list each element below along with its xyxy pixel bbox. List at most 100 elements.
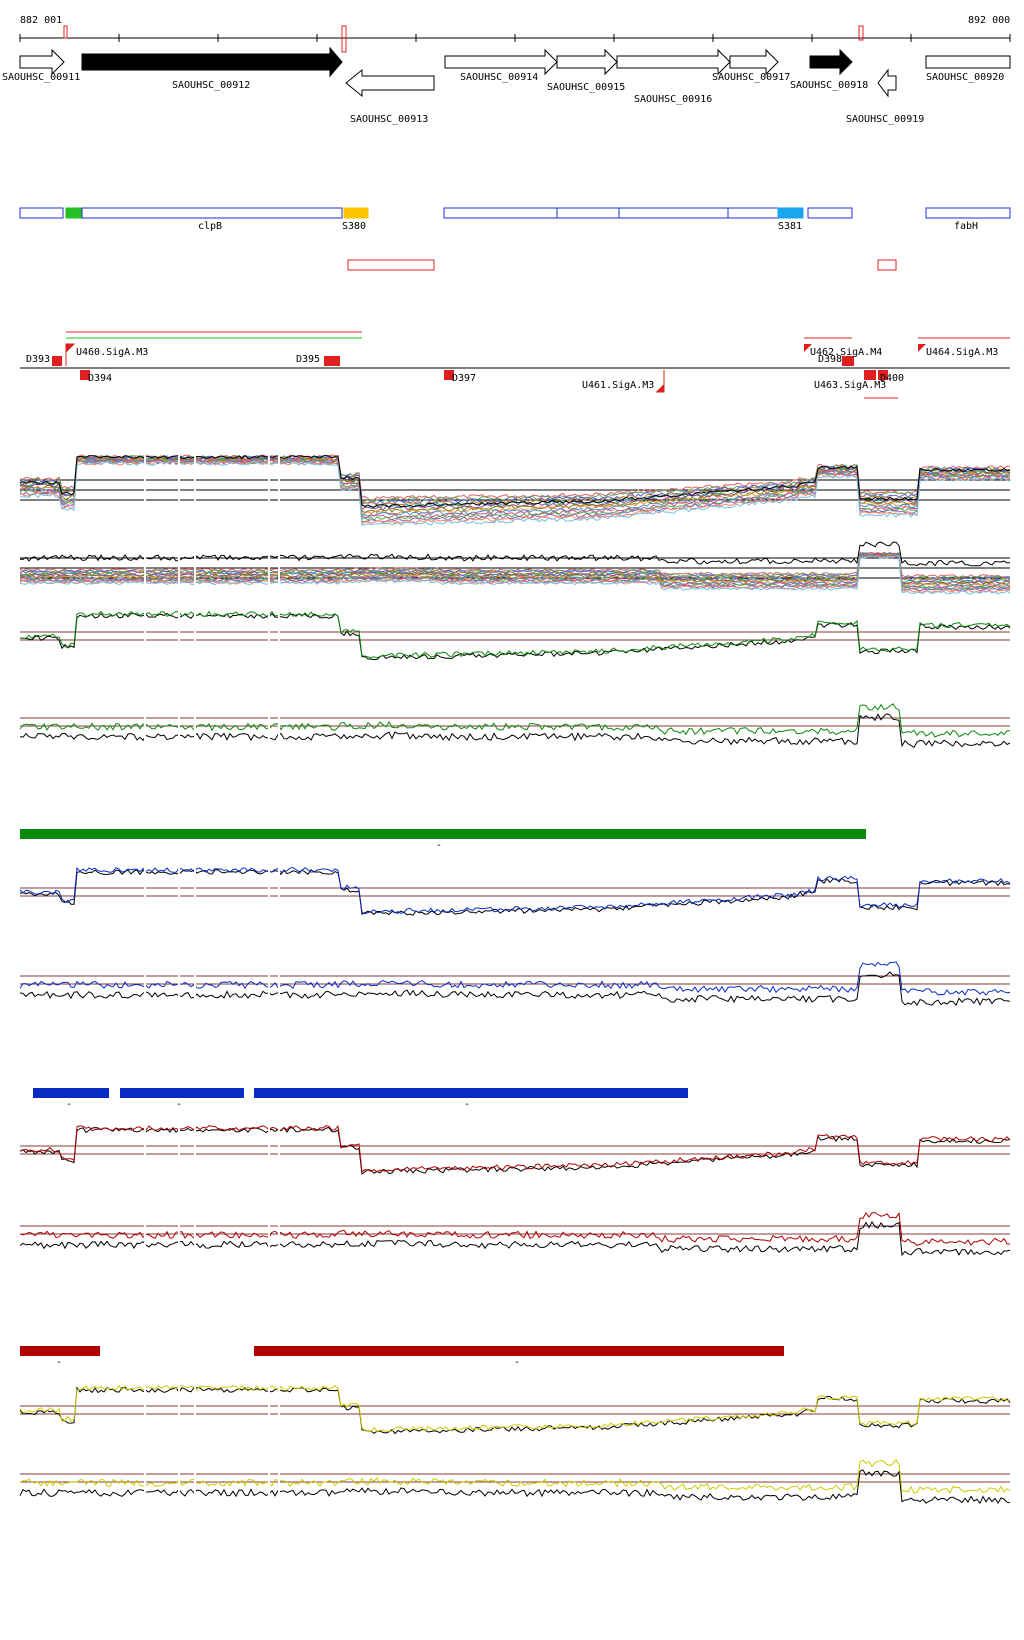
- segment-bar[interactable]: [254, 1088, 688, 1098]
- expression-line: [19, 703, 1011, 738]
- sample-profile: [19, 553, 1011, 585]
- feature-marker[interactable]: [842, 356, 854, 366]
- domain-box[interactable]: [343, 207, 369, 219]
- gene-arrow[interactable]: [925, 55, 1011, 69]
- expression-line: [19, 961, 1011, 996]
- feature-label: D394: [88, 373, 112, 384]
- gene-label: SAOUHSC_00917: [712, 72, 790, 83]
- gene-arrow[interactable]: [616, 48, 731, 76]
- sample-profile: [19, 454, 1010, 509]
- expression-line: [19, 1126, 1011, 1175]
- feature-marker[interactable]: [52, 356, 62, 366]
- domain-box[interactable]: [556, 207, 620, 219]
- expression-tracks: [19, 440, 1011, 1530]
- gene-arrow[interactable]: [345, 68, 435, 98]
- gene-label: SAOUHSC_00918: [790, 80, 868, 91]
- segment-mark: -: [66, 1099, 72, 1110]
- feature-marker[interactable]: [444, 370, 454, 380]
- expression-line: [19, 1469, 1011, 1505]
- domain-track: clpB S380 S381 fabH: [19, 207, 1011, 271]
- domain-box[interactable]: [81, 207, 343, 219]
- feature-label: U461.SigA.M3: [582, 380, 654, 391]
- feature-marker[interactable]: [80, 370, 90, 380]
- gene-label: SAOUHSC_00916: [634, 94, 712, 105]
- segment-bar[interactable]: [33, 1088, 109, 1098]
- segmentation-red: - -: [20, 1346, 784, 1368]
- data-gap: [194, 440, 196, 1530]
- expression-line: [19, 1220, 1011, 1257]
- gene-arrow[interactable]: [809, 48, 853, 76]
- antisense-box[interactable]: [347, 259, 435, 271]
- expression-line: [19, 1211, 1011, 1246]
- segment-bar[interactable]: [254, 1346, 784, 1356]
- feature-marker[interactable]: [878, 370, 888, 380]
- data-gap: [268, 440, 270, 1530]
- feature-marker[interactable]: [864, 370, 876, 380]
- gene-label: SAOUHSC_00913: [350, 114, 428, 125]
- segment-mark: -: [56, 1357, 62, 1368]
- gene-arrow[interactable]: [556, 48, 618, 76]
- expression-line: [19, 866, 1011, 915]
- data-gap: [278, 440, 280, 1530]
- expression-line: [19, 971, 1011, 1007]
- domain-box[interactable]: [443, 207, 558, 219]
- gene-arrow[interactable]: [81, 46, 343, 78]
- sample-profile: [19, 553, 1011, 586]
- expression-line: [19, 1386, 1011, 1435]
- feature-label: D395: [296, 354, 320, 365]
- sample-profile: [19, 541, 1011, 567]
- domain-box[interactable]: [925, 207, 1011, 219]
- segment-bar[interactable]: [20, 1346, 100, 1356]
- gene-label: SAOUHSC_00915: [547, 82, 625, 93]
- gene-arrow[interactable]: [19, 48, 65, 76]
- gene-arrow[interactable]: [729, 48, 779, 76]
- feature-label: U463.SigA.M3: [814, 380, 886, 391]
- feature-label: D393: [26, 354, 50, 365]
- segment-mark: -: [176, 1099, 182, 1110]
- gene-label: SAOUHSC_00912: [172, 80, 250, 91]
- gene-label: SAOUHSC_00911: [2, 72, 80, 83]
- expression-line: [19, 868, 1011, 916]
- feature-marker[interactable]: [65, 343, 76, 366]
- segment-bar[interactable]: [120, 1088, 244, 1098]
- feature-marker[interactable]: [804, 344, 812, 366]
- sample-profile: [19, 457, 1011, 514]
- expression-line: [19, 1384, 1011, 1433]
- feature-marker[interactable]: [324, 356, 340, 366]
- gene-arrow[interactable]: [877, 68, 897, 98]
- data-gap: [144, 440, 146, 1530]
- domain-box[interactable]: [618, 207, 729, 219]
- sample-profile: [19, 554, 1011, 594]
- domain-label: S380: [342, 221, 366, 232]
- feature-track: D393 U460.SigA.M3 D395 U462.SigA.M4 D398…: [20, 331, 1010, 399]
- feature-label: U460.SigA.M3: [76, 347, 148, 358]
- gene-label: SAOUHSC_00914: [460, 72, 538, 83]
- domain-box[interactable]: [777, 207, 804, 219]
- feature-label: D398: [818, 354, 842, 365]
- end-coordinate: 892 000: [968, 15, 1010, 26]
- gene-label: SAOUHSC_00919: [846, 114, 924, 125]
- ruler-marker: [858, 25, 864, 41]
- gene-arrow[interactable]: [444, 48, 558, 76]
- sample-profile: [19, 458, 1011, 517]
- domain-box[interactable]: [19, 207, 64, 219]
- start-coordinate: 882 001: [20, 15, 62, 26]
- segment-bar[interactable]: [20, 829, 866, 839]
- feature-marker[interactable]: [918, 344, 926, 366]
- antisense-box[interactable]: [877, 259, 897, 271]
- domain-box[interactable]: [727, 207, 779, 219]
- ruler-marker: [341, 25, 347, 53]
- segment-mark: -: [514, 1357, 520, 1368]
- feature-label: D400: [880, 373, 904, 384]
- expression-line: [19, 1458, 1011, 1495]
- segment-mark: -: [436, 840, 442, 851]
- domain-label: S381: [778, 221, 802, 232]
- ruler-marker: [63, 25, 68, 39]
- domain-box[interactable]: [65, 207, 83, 219]
- expression-line: [19, 713, 1011, 749]
- domain-box[interactable]: [807, 207, 853, 219]
- expression-line: [19, 610, 1011, 659]
- feature-label: U462.SigA.M4: [810, 347, 882, 358]
- gene-label: SAOUHSC_00920: [926, 72, 1004, 83]
